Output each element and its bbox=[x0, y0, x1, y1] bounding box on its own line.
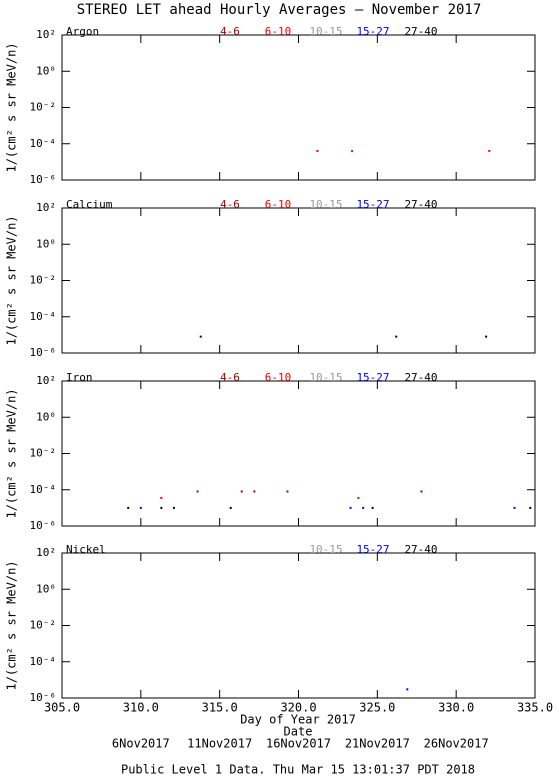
y-tick-label: 10⁻² bbox=[30, 101, 57, 114]
y-tick-label: 10² bbox=[36, 28, 56, 41]
x-tick-label: 330.0 bbox=[438, 701, 474, 715]
legend-entry: 27-40 bbox=[404, 371, 437, 384]
legend-entry: 4-6 bbox=[220, 25, 240, 38]
x-tick-label: 325.0 bbox=[359, 701, 395, 715]
y-tick-label: 10⁻² bbox=[30, 274, 57, 287]
date-tick-label: 11Nov2017 bbox=[187, 737, 252, 751]
panel-label: Nickel bbox=[66, 543, 106, 556]
y-tick-label: 10⁰ bbox=[36, 237, 56, 250]
y-tick-label: 10⁻² bbox=[30, 619, 57, 632]
y-axis-label: 1/(cm² s sr MeV/n) bbox=[5, 42, 19, 172]
legend-entry: 10-15 bbox=[309, 371, 342, 384]
data-point bbox=[395, 335, 398, 338]
legend-entry: 27-40 bbox=[404, 198, 437, 211]
legend-entry: 6-10 bbox=[265, 25, 292, 38]
legend-entry: 27-40 bbox=[404, 543, 437, 556]
x-tick-label: 310.0 bbox=[123, 701, 159, 715]
data-point bbox=[488, 149, 491, 152]
y-axis-label: 1/(cm² s sr MeV/n) bbox=[5, 388, 19, 518]
legend-entry: 6-10 bbox=[265, 371, 292, 384]
y-tick-label: 10⁻⁶ bbox=[30, 519, 57, 532]
plot-frame bbox=[61, 207, 536, 354]
y-tick-label: 10² bbox=[36, 546, 56, 559]
x-tick-label: 315.0 bbox=[202, 701, 238, 715]
y-tick-label: 10⁻⁶ bbox=[30, 346, 57, 359]
x-axis-label: Day of Year 2017 bbox=[240, 713, 356, 727]
panel-label: Iron bbox=[66, 371, 93, 384]
y-tick-label: 10⁻⁴ bbox=[30, 310, 57, 323]
data-point bbox=[420, 490, 423, 493]
data-point bbox=[286, 490, 289, 493]
data-point bbox=[160, 497, 163, 500]
legend-entry: 15-27 bbox=[356, 371, 389, 384]
y-tick-label: 10⁰ bbox=[36, 410, 56, 423]
legend-entry: 10-15 bbox=[309, 198, 342, 211]
legend-entry: 10-15 bbox=[309, 543, 342, 556]
data-point bbox=[513, 506, 516, 509]
date-tick-label: 6Nov2017 bbox=[112, 737, 170, 751]
data-point bbox=[485, 335, 488, 338]
data-point bbox=[172, 506, 175, 509]
y-tick-label: 10⁻² bbox=[30, 447, 57, 460]
data-point bbox=[351, 149, 354, 152]
footer: Public Level 1 Data. Thu Mar 15 13:01:37… bbox=[121, 763, 475, 777]
plot-frame bbox=[61, 380, 536, 527]
page-title: STEREO LET ahead Hourly Averages – Novem… bbox=[77, 2, 482, 18]
data-point bbox=[406, 688, 409, 691]
data-point bbox=[371, 506, 374, 509]
y-tick-label: 10⁻⁶ bbox=[30, 691, 57, 704]
data-point bbox=[240, 490, 243, 493]
legend-entry: 4-6 bbox=[220, 371, 240, 384]
y-axis-label: 1/(cm² s sr MeV/n) bbox=[5, 560, 19, 690]
y-tick-label: 10⁰ bbox=[36, 64, 56, 77]
legend-entry: 15-27 bbox=[356, 198, 389, 211]
panel-label: Calcium bbox=[66, 198, 113, 211]
y-tick-label: 10⁻⁶ bbox=[30, 173, 57, 186]
y-tick-label: 10⁻⁴ bbox=[30, 655, 57, 668]
date-tick-label: 26Nov2017 bbox=[424, 737, 489, 751]
plot-frame bbox=[61, 552, 536, 699]
legend-entry: 15-27 bbox=[356, 543, 389, 556]
date-label: Date bbox=[284, 725, 313, 739]
plot-frame bbox=[61, 34, 536, 181]
data-point bbox=[529, 506, 532, 509]
y-tick-label: 10⁻⁴ bbox=[30, 137, 57, 150]
data-point bbox=[229, 506, 232, 509]
legend-entry: 10-15 bbox=[309, 25, 342, 38]
legend-entry: 15-27 bbox=[356, 25, 389, 38]
date-tick-label: 21Nov2017 bbox=[345, 737, 410, 751]
x-tick-label: 320.0 bbox=[280, 701, 316, 715]
legend-entry: 4-6 bbox=[220, 198, 240, 211]
y-tick-label: 10⁰ bbox=[36, 582, 56, 595]
y-axis-label: 1/(cm² s sr MeV/n) bbox=[5, 215, 19, 345]
data-point bbox=[253, 490, 256, 493]
data-point bbox=[196, 490, 199, 493]
y-tick-label: 10² bbox=[36, 374, 56, 387]
panel-label: Argon bbox=[66, 25, 99, 38]
x-tick-label: 335.0 bbox=[517, 701, 553, 715]
data-point bbox=[127, 506, 130, 509]
legend-entry: 6-10 bbox=[265, 198, 292, 211]
data-point bbox=[357, 497, 360, 500]
data-point bbox=[316, 149, 319, 152]
data-point bbox=[160, 506, 163, 509]
data-point bbox=[362, 506, 365, 509]
data-point bbox=[349, 506, 352, 509]
x-tick-label: 305.0 bbox=[44, 701, 80, 715]
y-tick-label: 10⁻⁴ bbox=[30, 483, 57, 496]
data-point bbox=[199, 335, 202, 338]
y-tick-label: 10² bbox=[36, 201, 56, 214]
data-point bbox=[139, 506, 142, 509]
legend-entry: 27-40 bbox=[404, 25, 437, 38]
date-tick-label: 16Nov2017 bbox=[266, 737, 331, 751]
